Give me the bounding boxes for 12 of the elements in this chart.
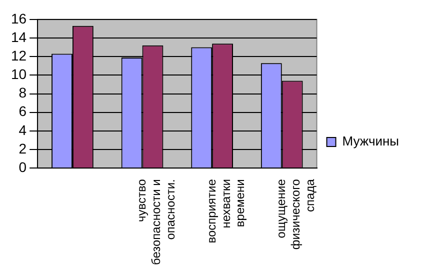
y-tick-label: 0 bbox=[18, 158, 27, 175]
y-tick-label: 12 bbox=[10, 47, 27, 64]
y-tick-label: 10 bbox=[10, 66, 27, 82]
y-tick-label: 14 bbox=[10, 28, 27, 45]
y-tick-label: 6 bbox=[18, 103, 27, 120]
x-tick-label: ощущение физического спада bbox=[274, 178, 317, 250]
y-tick-label: 8 bbox=[18, 84, 27, 101]
x-tick-label: чувство безопасности и опасности. bbox=[134, 178, 178, 266]
legend-label: Мужчины bbox=[342, 134, 400, 149]
y-tick-label: 4 bbox=[18, 122, 27, 138]
y-tick-label: 2 bbox=[18, 140, 27, 156]
y-tick-label: 16 bbox=[10, 10, 27, 26]
